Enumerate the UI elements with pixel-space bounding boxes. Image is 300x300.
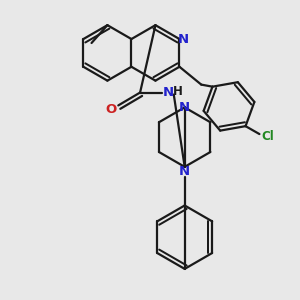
Text: N: N	[179, 165, 190, 178]
Text: N: N	[178, 32, 189, 46]
Text: H: H	[173, 85, 183, 98]
Text: N: N	[162, 86, 173, 99]
Text: Cl: Cl	[261, 130, 274, 142]
Text: O: O	[106, 103, 117, 116]
Text: N: N	[179, 101, 190, 114]
